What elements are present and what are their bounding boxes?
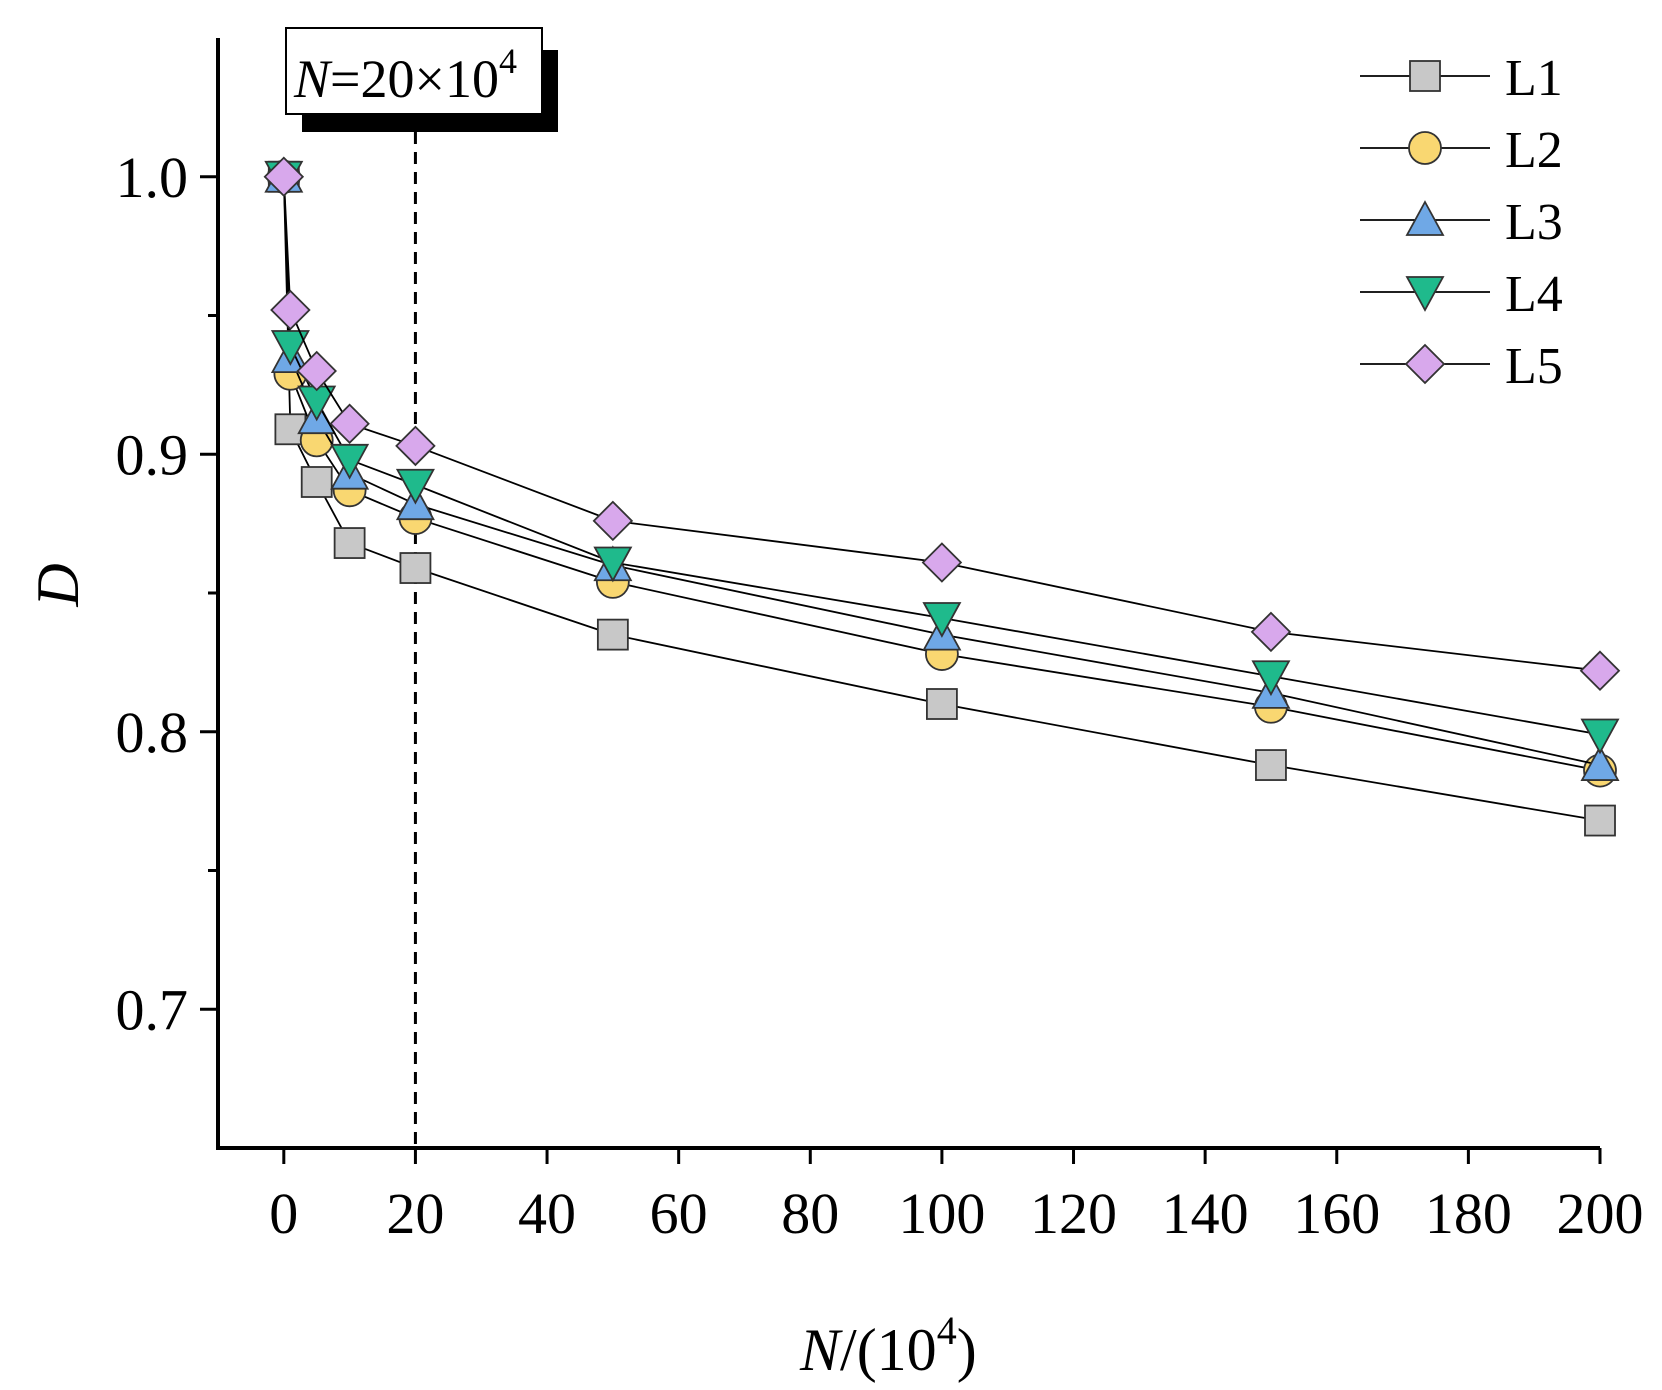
data-point-l4 — [270, 330, 310, 366]
legend-label: L3 — [1505, 194, 1563, 251]
x-tick-label: 80 — [781, 1181, 839, 1246]
y-tick-label: 0.9 — [116, 422, 189, 487]
legend-marker — [1405, 200, 1445, 236]
x-axis-text: /(10 — [840, 1317, 937, 1383]
data-point-l1 — [1255, 749, 1287, 781]
x-axis-var: N — [799, 1317, 843, 1383]
series-line-l1 — [282, 176, 1601, 822]
axes: 0 20 40 60 80 100 120 140 160 180 200 0.7 0.8 0.9 1.0 — [116, 38, 1644, 1246]
y-tick-label: 1.0 — [116, 145, 189, 210]
x-tick-label: 100 — [898, 1181, 985, 1246]
annotation-sup: 4 — [499, 41, 517, 81]
data-point-l1 — [596, 618, 629, 651]
x-tick-label: 0 — [269, 1181, 298, 1246]
legend-item-l1: L1 — [1360, 50, 1563, 107]
x-tick-label: 160 — [1293, 1181, 1380, 1246]
y-axis-title: D — [25, 563, 91, 607]
legend-item-l4: L4 — [1360, 266, 1563, 323]
data-point-l1 — [926, 688, 958, 720]
series-l3 — [264, 156, 1620, 781]
series-line-l2 — [282, 176, 1601, 772]
legend: L1 L2 L3 L4 L5 — [1360, 50, 1563, 395]
x-tick-label: 60 — [650, 1181, 708, 1246]
annotation-text: N=20×104 — [293, 41, 517, 109]
data-point-l4 — [330, 443, 370, 480]
x-axis-sup: 4 — [937, 1308, 957, 1353]
data-point-l4 — [395, 468, 435, 505]
legend-marker — [1409, 60, 1441, 92]
annotation-box: N=20×104 — [285, 27, 558, 132]
data-point-l5 — [329, 403, 370, 444]
data-point-l1 — [333, 527, 366, 559]
legend-label: L2 — [1505, 122, 1563, 179]
data-point-l4 — [1580, 718, 1620, 755]
data-point-l1 — [1584, 804, 1616, 837]
data-point-l4 — [593, 546, 633, 583]
legend-marker — [1408, 131, 1442, 165]
x-tick-label: 120 — [1030, 1181, 1117, 1246]
data-point-l5 — [1250, 611, 1292, 653]
legend-item-l3: L3 — [1360, 194, 1563, 251]
legend-label: L4 — [1505, 266, 1563, 323]
x-axis-close: ) — [957, 1317, 977, 1383]
data-point-l5 — [395, 425, 436, 467]
series-line-l5 — [282, 176, 1601, 672]
x-axis-title: N/(104) — [799, 1308, 977, 1383]
data-point-l4 — [922, 602, 962, 638]
x-tick-label: 140 — [1162, 1181, 1249, 1246]
data-point-l3 — [1580, 745, 1620, 781]
x-tick-label: 40 — [518, 1181, 576, 1246]
data-point-l5 — [270, 289, 311, 331]
legend-item-l5: L5 — [1360, 338, 1563, 395]
y-tick-label: 0.8 — [116, 700, 189, 765]
data-point-l5 — [1579, 650, 1621, 691]
x-tick-label: 20 — [386, 1181, 444, 1246]
data-point-l5 — [921, 542, 963, 583]
legend-marker — [1405, 276, 1445, 312]
legend-item-l2: L2 — [1360, 122, 1563, 179]
y-tick-label: 0.7 — [116, 977, 189, 1042]
annotation-value: =20×10 — [330, 49, 499, 109]
x-tick-label: 180 — [1425, 1181, 1512, 1246]
data-point-l4 — [1251, 660, 1291, 697]
series-layer — [263, 156, 1621, 837]
data-point-l1 — [300, 466, 333, 498]
data-point-l5 — [263, 156, 305, 198]
annotation-var: N — [293, 49, 333, 109]
annotation-frame — [285, 27, 543, 115]
data-point-l1 — [399, 552, 432, 584]
data-point-l5 — [592, 500, 634, 542]
legend-label: L5 — [1505, 338, 1563, 395]
legend-label: L1 — [1505, 50, 1563, 107]
series-l5 — [263, 156, 1621, 691]
data-point-l5 — [296, 350, 337, 392]
legend-marker — [1404, 343, 1446, 385]
x-tick-label: 200 — [1557, 1181, 1644, 1246]
